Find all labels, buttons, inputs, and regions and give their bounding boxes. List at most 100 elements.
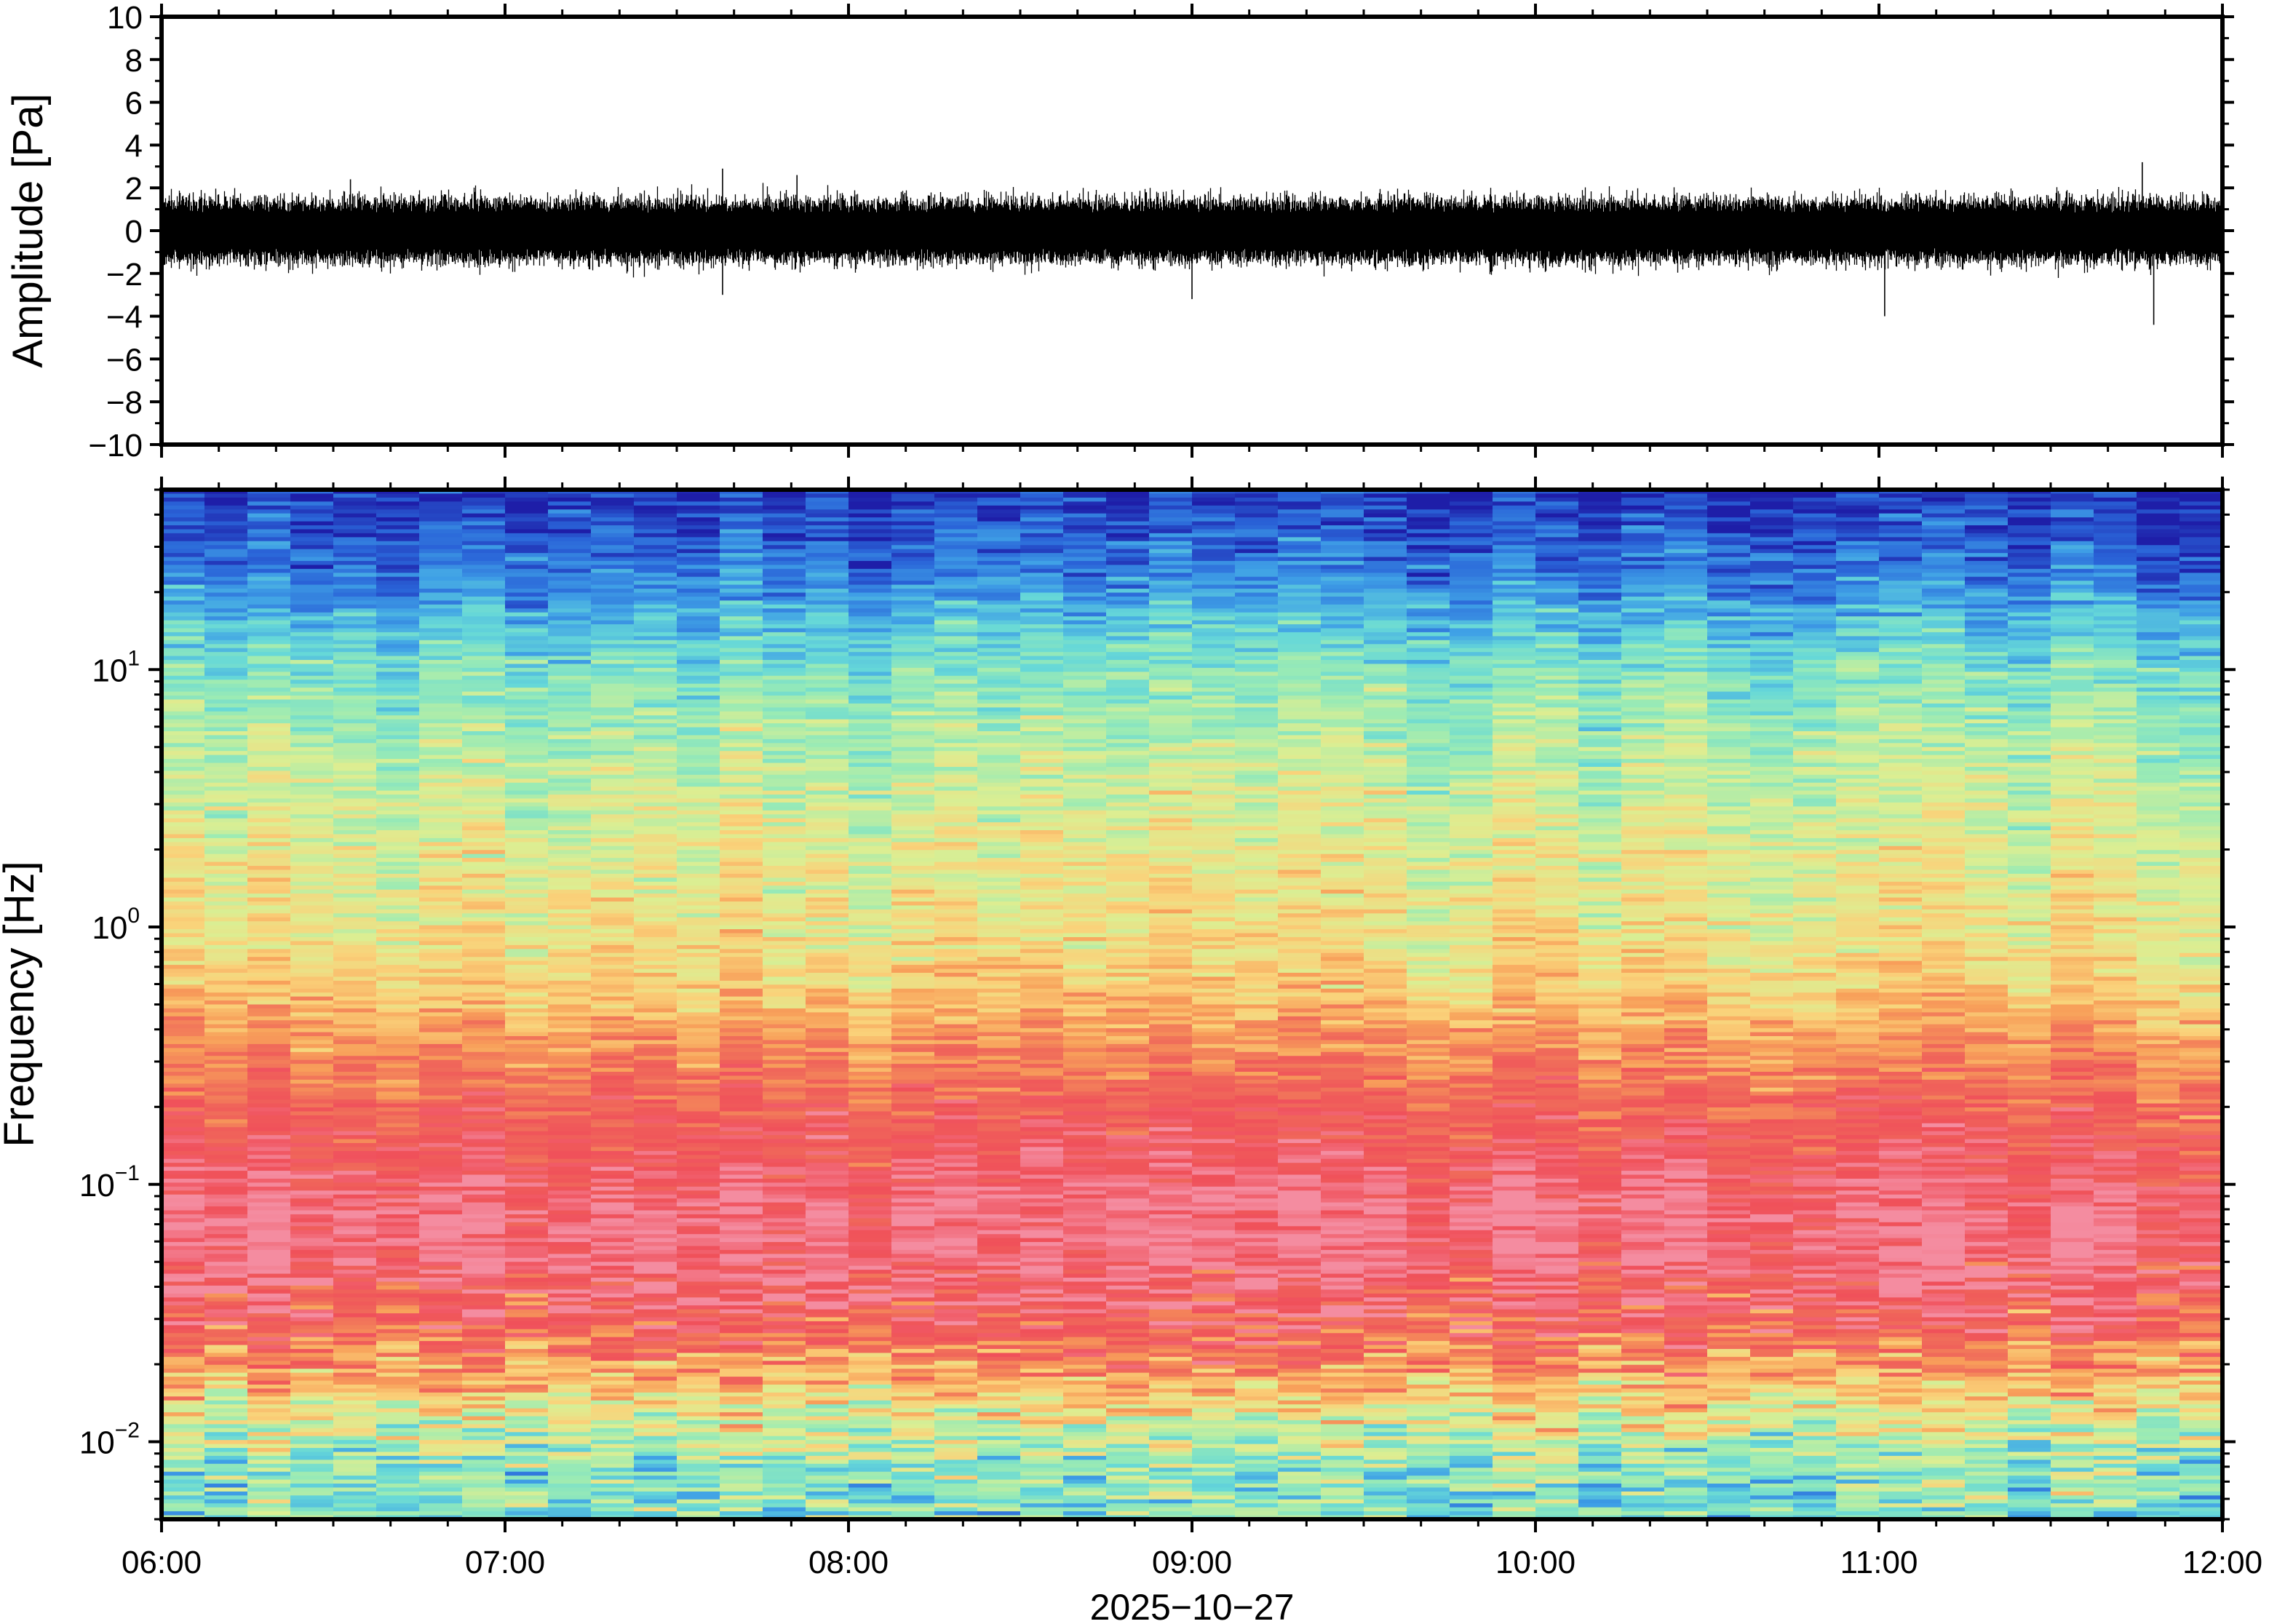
- spectrogram-cell: [204, 1036, 248, 1041]
- spectrogram-cell: [720, 787, 763, 792]
- spectrogram-cell: [634, 1155, 677, 1160]
- spectrogram-cell: [591, 576, 635, 581]
- spectrogram-cell: [376, 1000, 420, 1006]
- spectrogram-cell: [849, 624, 892, 629]
- spectrogram-cell: [162, 873, 205, 878]
- spectrogram-cell: [591, 624, 635, 629]
- spectrogram-cell: [162, 1150, 205, 1155]
- spectrogram-cell: [505, 1075, 549, 1080]
- spectrogram-cell: [419, 980, 463, 985]
- spectrogram-cell: [333, 1356, 377, 1361]
- spectrogram-cell: [505, 632, 549, 637]
- spectrogram-cell: [891, 858, 935, 863]
- spectrogram-cell: [247, 731, 291, 736]
- spectrogram-cell: [891, 972, 935, 977]
- spectrogram-cell: [763, 581, 806, 586]
- spectrogram-cell: [677, 1226, 720, 1231]
- spectrogram-cell: [376, 513, 420, 518]
- spectrogram-cell: [548, 723, 592, 728]
- spectrogram-cell: [290, 909, 334, 914]
- spectrogram-cell: [162, 842, 205, 847]
- spectrogram-cell: [204, 719, 248, 724]
- spectrogram-cell: [677, 1008, 720, 1013]
- spectrogram-cell: [162, 972, 205, 977]
- spectrogram-cell: [891, 664, 935, 669]
- spectrogram-cell: [505, 1064, 549, 1069]
- spectrogram-cell: [548, 1043, 592, 1048]
- spectrogram-cell: [505, 861, 549, 867]
- spectrogram-cell: [849, 1150, 892, 1155]
- spectrogram-cell: [462, 537, 506, 542]
- spectrogram-cell: [247, 901, 291, 907]
- spectrogram-cell: [591, 1147, 635, 1152]
- spectrogram-cell: [505, 1131, 549, 1136]
- spectrogram-cell: [419, 731, 463, 736]
- spectrogram-cell: [333, 1020, 377, 1025]
- spectrogram-cell: [806, 1139, 849, 1144]
- spectrogram-cell: [376, 727, 420, 732]
- spectrogram-cell: [891, 672, 935, 677]
- spectrogram-cell: [333, 1048, 377, 1053]
- spectrogram-cell: [290, 1115, 334, 1120]
- spectrogram-cell: [891, 976, 935, 982]
- spectrogram-cell: [462, 1257, 506, 1262]
- spectrogram-cell: [591, 715, 635, 720]
- spectrogram-cell: [849, 581, 892, 586]
- spectrogram-cell: [634, 1361, 677, 1366]
- spectrogram-cell: [247, 1257, 291, 1262]
- spectrogram-cell: [290, 707, 334, 712]
- spectrogram-cell: [162, 1420, 205, 1425]
- spectrogram-cell: [677, 1428, 720, 1433]
- spectrogram-cell: [891, 735, 935, 740]
- spectrogram-cell: [247, 688, 291, 693]
- spectrogram-cell: [505, 1325, 549, 1330]
- spectrogram-cell: [462, 1214, 506, 1219]
- spectrogram-cell: [806, 822, 849, 827]
- spectrogram-cell: [505, 1150, 549, 1155]
- spectrogram-cell: [162, 1123, 205, 1128]
- spectrogram-cell: [162, 612, 205, 617]
- spectrogram-cell: [634, 521, 677, 526]
- spectrogram-cell: [591, 751, 635, 756]
- spectrogram-cell: [204, 755, 248, 760]
- spectrogram-cell: [419, 624, 463, 629]
- spectrogram-cell: [290, 1028, 334, 1033]
- spectrogram-cell: [763, 1262, 806, 1267]
- spectrogram-cell: [677, 652, 720, 657]
- spectrogram-cell: [591, 612, 635, 617]
- spectrogram-cell: [162, 644, 205, 649]
- spectrogram-cell: [677, 1491, 720, 1496]
- spectrogram-cell: [376, 1262, 420, 1267]
- spectrogram-cell: [290, 1416, 334, 1421]
- spectrogram-cell: [204, 949, 248, 954]
- spectrogram-cell: [591, 509, 635, 514]
- spectrogram-cell: [204, 1448, 248, 1453]
- spectrogram-cell: [806, 1361, 849, 1366]
- spectrogram-cell: [763, 1226, 806, 1231]
- spectrogram-cell: [763, 1119, 806, 1124]
- spectrogram-cell: [634, 810, 677, 815]
- spectrogram-cell: [634, 1139, 677, 1144]
- spectrogram-cell: [849, 1147, 892, 1152]
- spectrogram-cell: [634, 1142, 677, 1148]
- spectrogram-cell: [462, 1345, 506, 1350]
- spectrogram-cell: [891, 1468, 935, 1473]
- spectrogram-cell: [720, 1432, 763, 1437]
- spectrogram-cell: [204, 505, 248, 510]
- spectrogram-cell: [591, 1503, 635, 1508]
- spectrogram-cell: [634, 1384, 677, 1389]
- spectrogram-cell: [634, 1412, 677, 1417]
- spectrogram-cell: [290, 980, 334, 985]
- spectrogram-cell: [419, 1273, 463, 1278]
- spectrogram-cell: [677, 1348, 720, 1354]
- spectrogram-cell: [204, 798, 248, 803]
- spectrogram-cell: [204, 873, 248, 878]
- spectrogram-cell: [891, 1000, 935, 1006]
- spectrogram-cell: [247, 1285, 291, 1290]
- spectrogram-cell: [849, 968, 892, 974]
- spectrogram-cell: [891, 691, 935, 696]
- spectrogram-cell: [247, 1186, 291, 1191]
- spectrogram-cell: [891, 1119, 935, 1124]
- spectrogram-cell: [204, 727, 248, 732]
- spectrogram-cell: [934, 715, 978, 720]
